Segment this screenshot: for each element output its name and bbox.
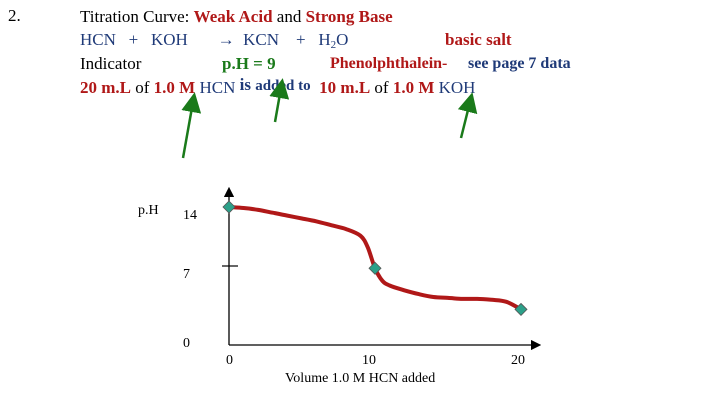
hcn-label: HCN [199,78,236,97]
arrow-hcn-added [269,78,290,123]
slide-title: Titration Curve: Weak Acid and Strong Ba… [80,7,393,27]
arrow-base-concentration [457,92,478,139]
y-tick-7: 7 [183,267,190,282]
eq-kcn: KCN [243,30,279,49]
x-tick-20: 20 [511,353,525,368]
data-point-marker-0 [222,200,236,214]
koh-label: KOH [438,78,476,97]
base-concentration: 1.0 M [392,78,435,97]
arrow-acid-concentration [181,92,202,159]
strong-base-label: Strong Base [305,7,393,26]
of-word-2: of [374,78,389,97]
data-point-marker-1 [368,261,382,275]
eq-subscript-2: 2 [330,39,337,51]
of-word-1: of [135,78,150,97]
x-tick-10: 10 [362,353,376,368]
and-word: and [276,7,302,26]
x-axis-label: Volume 1.0 M HCN added [285,371,435,386]
y-tick-14: 14 [183,208,197,223]
y-axis-label: p.H [138,203,159,218]
x-tick-0: 0 [226,353,233,368]
see-page-note: see page 7 data [468,55,571,72]
eq-o: O [336,30,349,49]
eq-hcn: HCN [80,30,116,49]
eq-koh: KOH [151,30,188,49]
phenolphthalein-label: Phenolphthalein- [330,55,448,72]
y-tick-0: 0 [183,336,190,351]
basic-salt-label: basic salt [445,30,512,49]
eq-plus-2: + [296,30,306,49]
slide-number: 2. [8,6,21,25]
titration-curve [227,205,523,312]
procedure-line: 20 m.L of 1.0 M HCN is added to 10 m.L o… [80,75,476,99]
ph-equation: p.H = 9 [222,54,276,73]
indicator-label: Indicator [80,54,142,73]
data-point-marker-2 [514,302,528,316]
reaction-equation: HCN + KOH → KCN + H2O [80,30,348,55]
eq-arrow: → [217,30,235,49]
equivalence-markers [222,200,528,316]
title-prefix: Titration Curve: [80,7,190,26]
base-volume: 10 m.L [319,78,371,97]
is-word: is [239,75,251,94]
eq-h: H [318,30,331,49]
weak-acid-label: Weak Acid [193,7,273,26]
eq-plus-1: + [128,30,139,49]
acid-volume: 20 m.L [80,78,131,97]
